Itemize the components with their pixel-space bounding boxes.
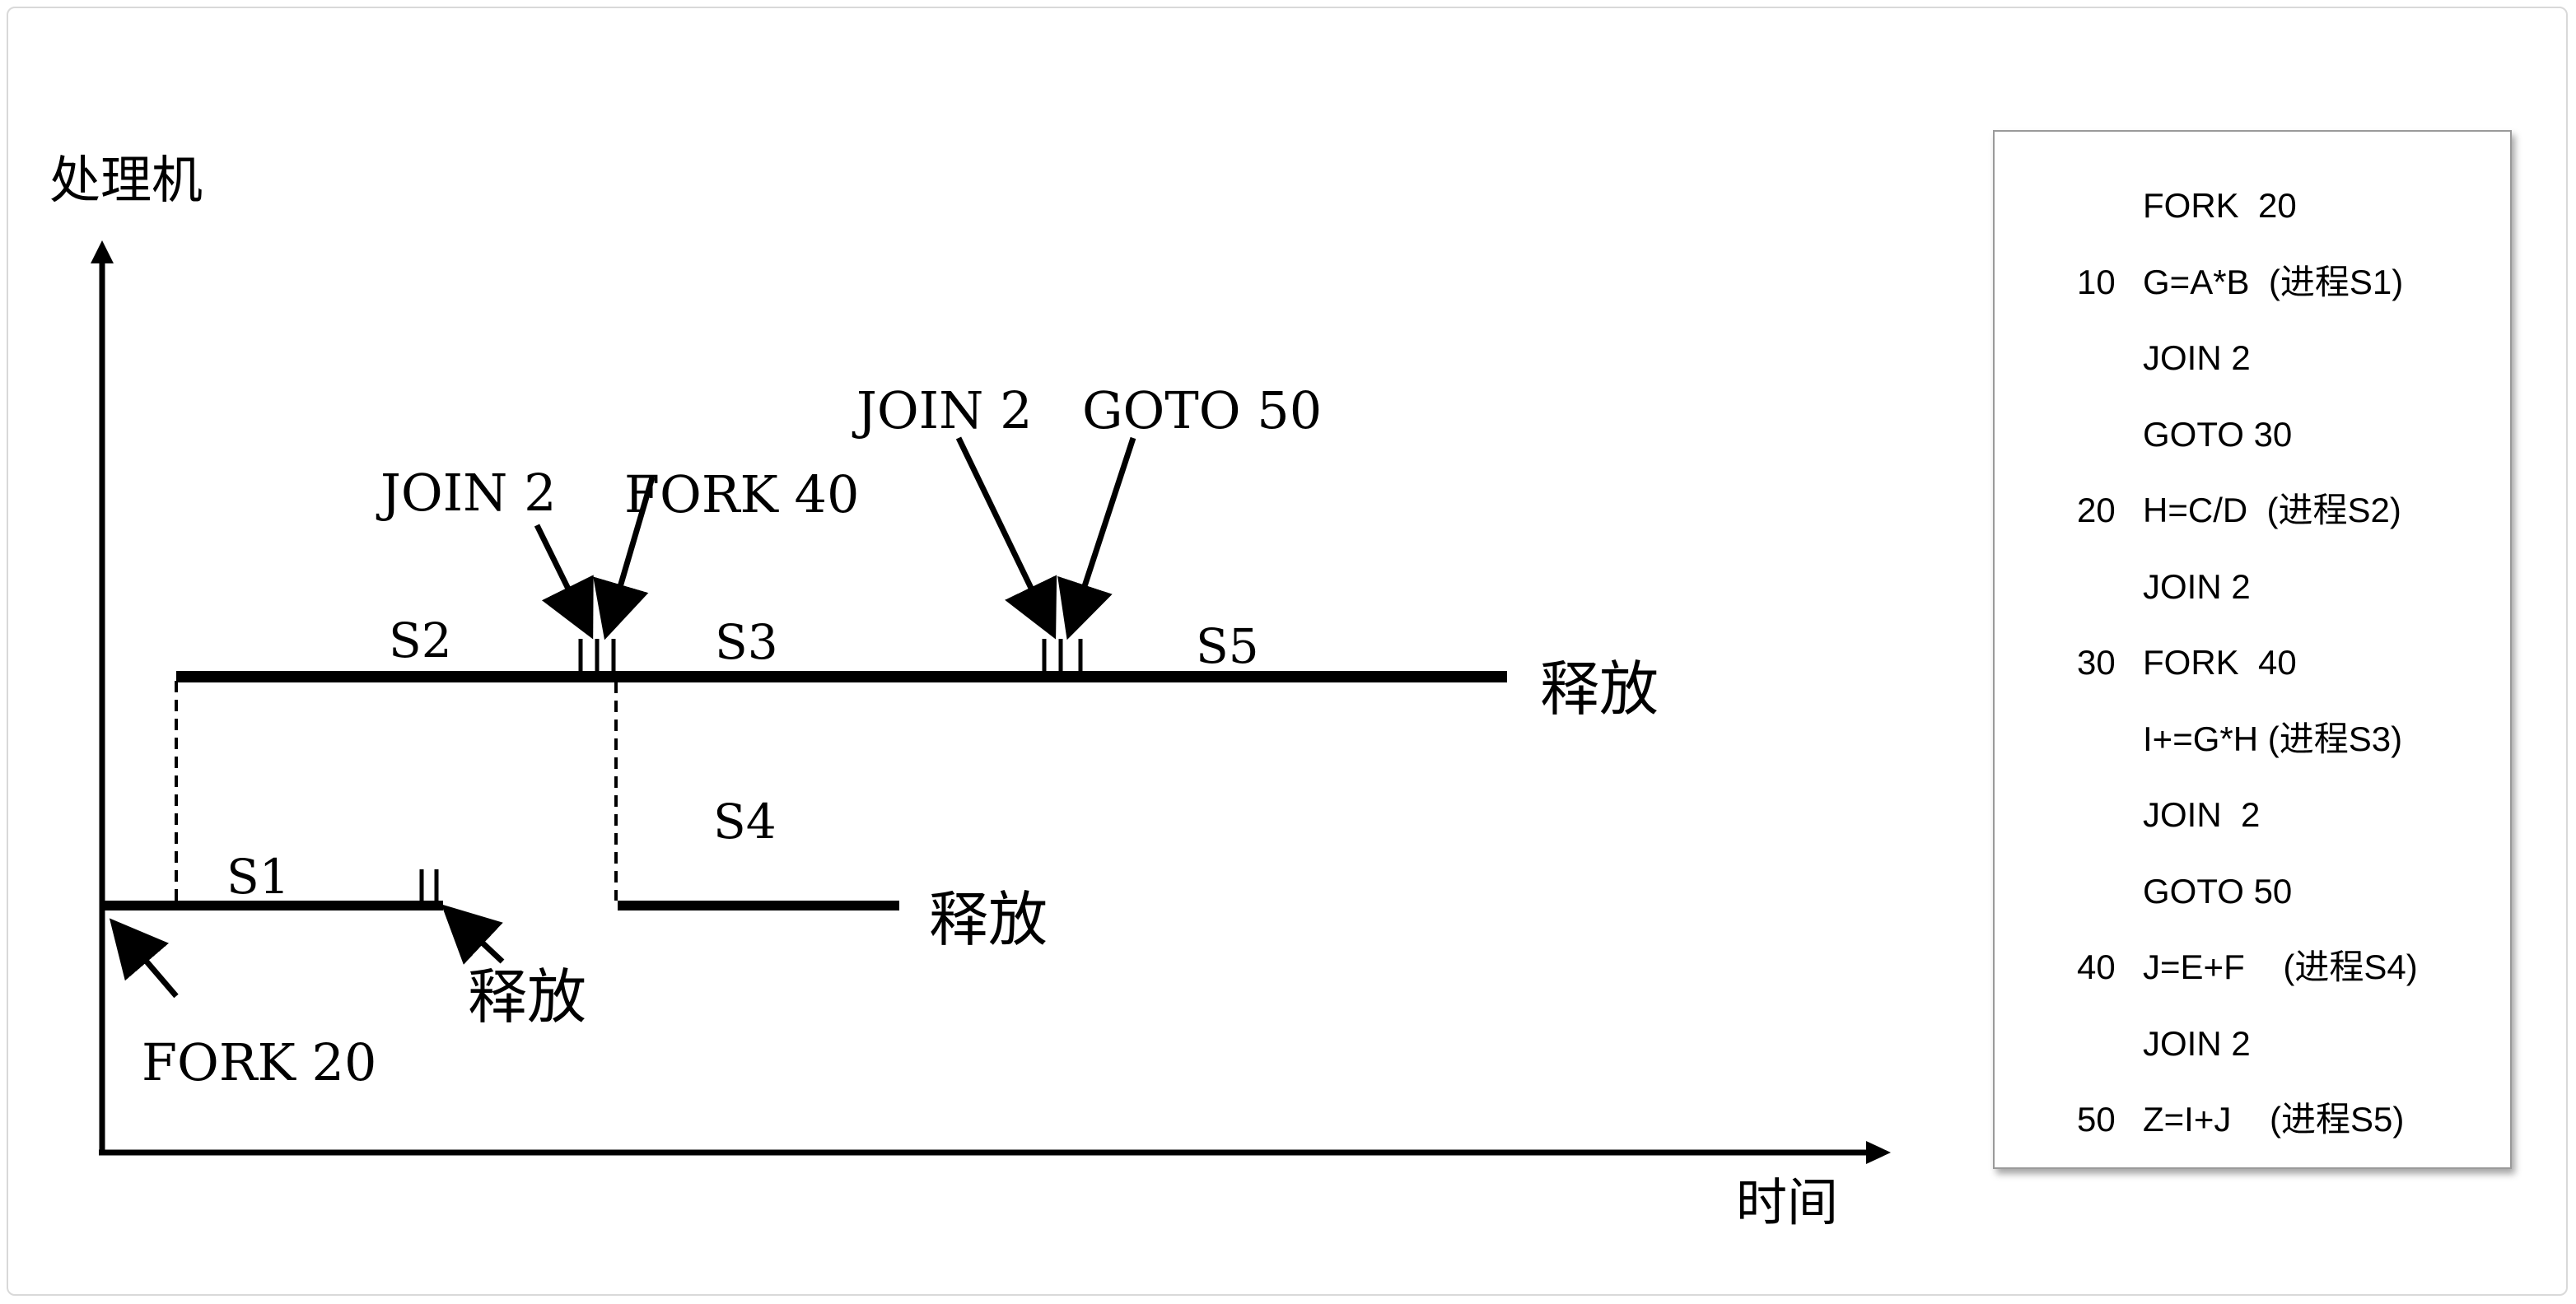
s1-label: S1 bbox=[226, 849, 290, 905]
code-line-statement: JOIN 2 bbox=[2143, 566, 2251, 606]
code-line-number: 20 bbox=[2077, 491, 2116, 529]
code-line: JOIN 2 bbox=[1995, 562, 2510, 612]
fork20-annotation: FORK 20 bbox=[142, 1032, 376, 1092]
code-line-statement: J=E+F (进程S4) bbox=[2143, 948, 2418, 986]
fork20-arrow bbox=[109, 918, 179, 999]
code-line: I+=G*H (进程S3) bbox=[1995, 715, 2510, 764]
s4-label: S4 bbox=[713, 794, 777, 850]
join2-second-arrow bbox=[955, 436, 1057, 640]
code-line: JOIN 2 bbox=[1995, 333, 2510, 383]
code-line-statement: Z=I+J (进程S5) bbox=[2143, 1100, 2405, 1139]
code-line-statement: JOIN 2 bbox=[2143, 795, 2261, 834]
fork40-arrow bbox=[593, 477, 656, 640]
code-line: 30 FORK 40 bbox=[1995, 638, 2510, 687]
s2-label: S2 bbox=[389, 612, 452, 668]
code-line-statement: G=A*B (进程S1) bbox=[2143, 262, 2404, 301]
goto50-arrow bbox=[1057, 436, 1136, 640]
code-line-statement: GOTO 30 bbox=[2143, 414, 2293, 454]
code-line-number: 30 bbox=[2077, 643, 2116, 682]
code-line-number: 10 bbox=[2077, 262, 2116, 301]
s1-release-label: 释放 bbox=[468, 962, 586, 1032]
code-line-statement: JOIN 2 bbox=[2143, 1023, 2251, 1063]
join2-first-arrow bbox=[534, 524, 594, 640]
s1-release-arrow bbox=[441, 904, 505, 965]
x-axis-label: 时间 bbox=[1736, 1172, 1838, 1232]
join2-first-annotation: JOIN 2 bbox=[376, 463, 557, 523]
code-line: 50 Z=I+J (进程S5) bbox=[1995, 1095, 2510, 1144]
join2-second-annotation: JOIN 2 bbox=[852, 380, 1033, 440]
code-line-statement: I+=G*H (进程S3) bbox=[2143, 719, 2403, 758]
s5-release-label: 释放 bbox=[1540, 654, 1659, 724]
code-line-statement: GOTO 50 bbox=[2143, 871, 2293, 910]
code-line-number: 50 bbox=[2077, 1100, 2116, 1139]
x-axis-arrowhead bbox=[1866, 1141, 1891, 1164]
goto50-annotation: GOTO 50 bbox=[1082, 380, 1322, 440]
code-line-statement: FORK 40 bbox=[2143, 643, 2297, 682]
code-line: JOIN 2 bbox=[1995, 1019, 2510, 1069]
fork40-annotation: FORK 40 bbox=[624, 464, 859, 524]
code-line-statement: FORK 20 bbox=[2143, 186, 2297, 225]
code-line: FORK 20 bbox=[1995, 181, 2510, 231]
code-line: GOTO 30 bbox=[1995, 410, 2510, 459]
code-line: 20 H=C/D (进程S2) bbox=[1995, 486, 2510, 535]
y-axis-arrowhead bbox=[91, 240, 114, 263]
s5-label: S5 bbox=[1196, 618, 1259, 674]
code-listing-panel: FORK 20 10 G=A*B (进程S1) JOIN 2 GOTO 30 20 H=C/… bbox=[1993, 130, 2512, 1169]
code-line: JOIN 2 bbox=[1995, 790, 2510, 840]
s3-label: S3 bbox=[715, 614, 778, 670]
s4-release-label: 释放 bbox=[929, 885, 1048, 954]
code-line-statement: H=C/D (进程S2) bbox=[2143, 491, 2401, 529]
code-line: GOTO 50 bbox=[1995, 867, 2510, 916]
code-line-statement: JOIN 2 bbox=[2143, 338, 2251, 377]
y-axis-label: 处理机 bbox=[49, 150, 203, 210]
code-line: 40 J=E+F (进程S4) bbox=[1995, 943, 2510, 992]
code-line: 10 G=A*B (进程S1) bbox=[1995, 258, 2510, 307]
code-line-number: 40 bbox=[2077, 948, 2116, 986]
